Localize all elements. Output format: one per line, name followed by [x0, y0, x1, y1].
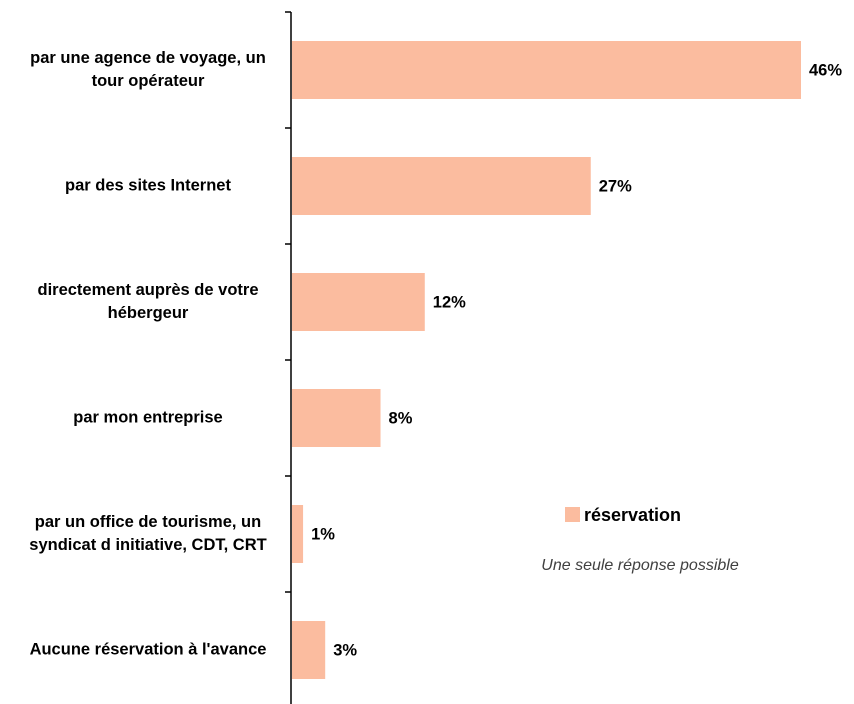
category-label: Aucune réservation à l'avance	[29, 640, 267, 659]
value-label: 46%	[809, 61, 842, 79]
category-label: par une agence de voyage, un tour opérat…	[30, 49, 266, 90]
bar	[292, 41, 801, 99]
bar	[292, 273, 425, 331]
value-label: 8%	[389, 409, 413, 427]
bar	[292, 505, 304, 563]
value-label: 3%	[333, 641, 357, 659]
category-label: par des sites Internet	[65, 176, 231, 195]
category-label: par mon entreprise	[73, 408, 223, 427]
value-label: 27%	[599, 177, 632, 195]
legend-label: réservation	[584, 505, 681, 525]
annotation: Une seule réponse possible	[541, 557, 739, 574]
category-label: directement auprès de votre hébergeur	[37, 281, 259, 322]
value-label: 1%	[311, 525, 335, 543]
value-label: 12%	[433, 293, 466, 311]
legend-swatch	[565, 507, 580, 522]
bar	[292, 621, 326, 679]
bar	[292, 389, 381, 447]
bar	[292, 157, 591, 215]
category-label: par un office de tourisme, un syndicat d…	[29, 513, 267, 554]
